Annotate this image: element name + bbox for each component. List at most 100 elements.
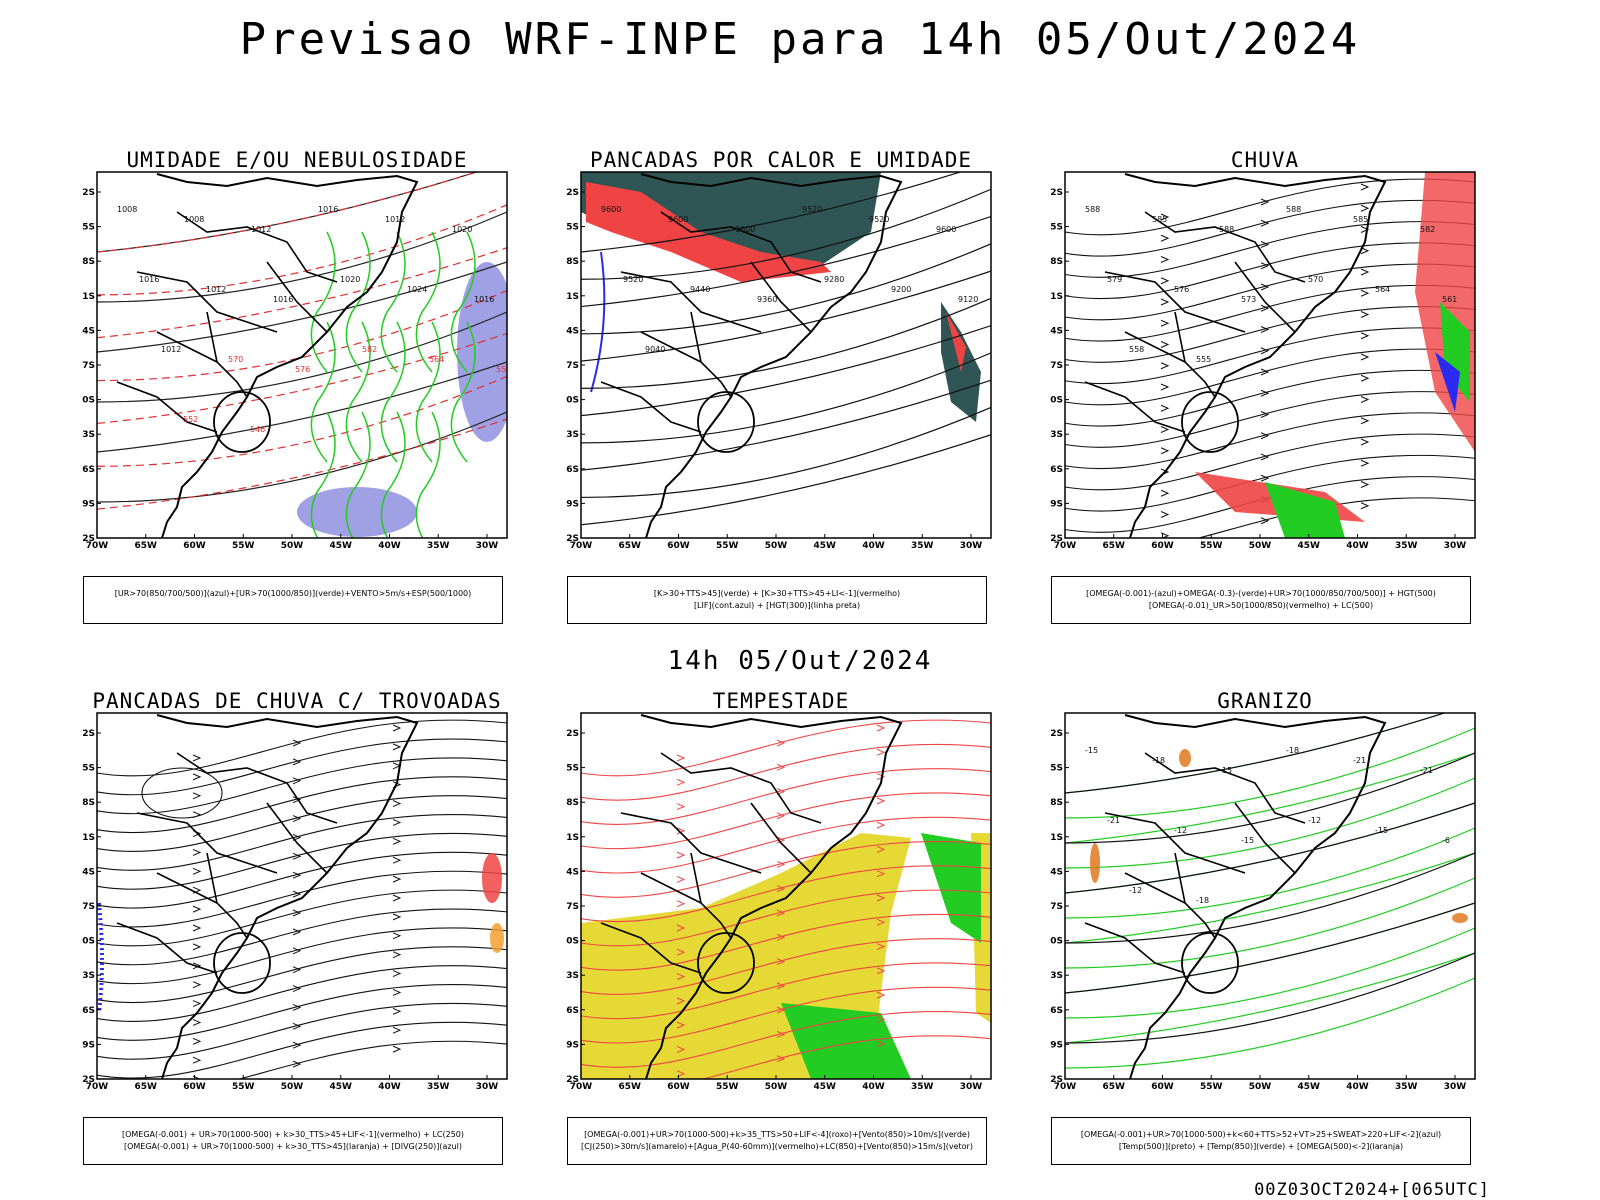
lat-label: 12S	[82, 188, 95, 198]
lat-label: 39S	[566, 1040, 579, 1050]
streamline	[97, 851, 507, 909]
contour-line	[581, 379, 991, 471]
streamline-arrow	[776, 885, 786, 893]
streamline-arrow	[192, 905, 202, 913]
streamline-arrow	[876, 797, 886, 805]
streamline-arrow	[192, 962, 202, 970]
streamline-arrow	[292, 985, 302, 993]
streamline-arrow	[1360, 289, 1370, 297]
streamline	[97, 757, 507, 815]
streamline	[581, 768, 991, 826]
map-plot: 12S 15S 18S 21S 24S 27S 30S 33S 36S 39S 42S70W 65W 6…	[82, 712, 508, 1089]
map-content: 9600 9600 9600 9520 9520 9600 9520 9440 9360 9280…	[581, 172, 991, 538]
streamline-arrow	[292, 966, 302, 974]
contour-line	[1065, 752, 1475, 844]
lon-label: 45W	[1298, 541, 1321, 548]
lat-label: 27S	[1050, 361, 1063, 371]
streamline-arrow	[392, 818, 402, 826]
legend-line: [OMEGA(-0.001) + UR>70(1000-500) + k>30_…	[123, 1142, 463, 1151]
state-border	[660, 752, 822, 824]
streamline-arrow	[1160, 511, 1170, 518]
state-border	[620, 812, 762, 874]
streamline-arrow	[776, 763, 786, 771]
lon-label: 55W	[232, 541, 255, 548]
streamline-arrow	[192, 924, 202, 932]
streamline	[97, 1002, 507, 1060]
contour-line	[1065, 852, 1475, 944]
contour-line	[1065, 713, 1447, 794]
contour-line	[1065, 952, 1475, 1044]
humidity-1000-850-contour	[415, 321, 441, 463]
lat-label: 42S	[566, 534, 579, 544]
contour-line	[97, 418, 507, 510]
lon-label: 60W	[667, 541, 690, 548]
streamline-arrow	[1360, 438, 1370, 446]
omega-0001-area	[1435, 352, 1460, 412]
streamline-arrow	[1360, 183, 1370, 191]
streamline-arrow	[676, 900, 686, 908]
map-content: 1008 1008 1012 1016 1012 1020 1016 1012 1016 1020…	[97, 172, 507, 538]
lon-label: 65W	[1103, 541, 1126, 548]
lat-label: 18S	[566, 798, 579, 808]
lat-label: 36S	[566, 465, 579, 475]
lon-label: 70W	[86, 541, 109, 548]
streamline-arrow	[676, 875, 686, 883]
map-plot: 588 585 588 588 585 582 579 576 573 570 564 561 558 5…	[1050, 171, 1476, 548]
lon-label: 55W	[716, 1082, 739, 1089]
contour-label: 585	[1152, 215, 1167, 224]
contour-line	[581, 352, 991, 444]
streamline-arrow	[1360, 311, 1370, 318]
lon-label: 65W	[619, 1082, 642, 1089]
streamline-arrow	[1360, 332, 1370, 340]
streamline-arrow	[1260, 432, 1270, 440]
streamline-arrow	[776, 1030, 786, 1038]
streamline-arrow	[392, 970, 402, 978]
contour-label: 1012	[206, 285, 226, 294]
contour-label: 9360	[757, 295, 777, 304]
contour-line	[97, 211, 507, 303]
streamline	[581, 889, 991, 947]
lon-label: 35W	[911, 1082, 934, 1089]
streamline-arrow	[776, 909, 786, 917]
contour-line	[1065, 713, 1447, 794]
streamline	[1065, 242, 1475, 300]
map-frame	[1064, 171, 1476, 539]
contour-label: 1012	[385, 215, 405, 224]
lon-label: 70W	[1054, 541, 1077, 548]
streamline	[581, 938, 991, 996]
k-tts-area	[581, 172, 881, 272]
streamline-arrow	[1260, 219, 1270, 227]
contour-label: 1016	[139, 275, 159, 284]
panel-legend: [OMEGA(-0.001)+UR>70(1000-500)+k<60+TTS>…	[1051, 1117, 1471, 1165]
streamline-arrow	[676, 1021, 686, 1029]
streamline-arrow	[1360, 481, 1370, 488]
contour-label: -12	[1308, 816, 1321, 825]
streamline-arrow	[676, 1045, 686, 1053]
streamline-arrow	[776, 739, 786, 747]
humidity-1000-850-contour	[415, 231, 441, 373]
k-tts-area-orange	[490, 923, 504, 953]
lon-label: 70W	[1054, 1082, 1077, 1089]
lat-label: 12S	[1050, 188, 1063, 198]
lat-label: 15S	[82, 223, 95, 233]
lat-label: 21S	[82, 833, 95, 843]
streamline-arrow	[776, 982, 786, 990]
contour-label: 546	[250, 425, 265, 434]
streamline-arrow	[392, 800, 402, 808]
streamline-arrow	[292, 815, 302, 823]
humidity-1000-850-contour	[380, 321, 406, 463]
lat-label: 15S	[1050, 223, 1063, 233]
streamline-arrow	[292, 928, 302, 936]
streamline-arrow	[876, 748, 886, 756]
contour-label: -21	[1420, 766, 1433, 775]
streamline-arrow	[1160, 256, 1170, 263]
streamline	[97, 889, 507, 947]
legend-line: [OMEGA(-0.001)-(azul)+OMEGA(-0.3)-(verde…	[1086, 589, 1436, 598]
streamline-arrow	[192, 1037, 202, 1045]
coastline	[156, 173, 419, 538]
lat-label: 30S	[566, 937, 579, 947]
streamline	[581, 962, 991, 1020]
lon-label: 40W	[378, 541, 401, 548]
contour-label: 9040	[645, 345, 665, 354]
streamline	[97, 832, 507, 890]
